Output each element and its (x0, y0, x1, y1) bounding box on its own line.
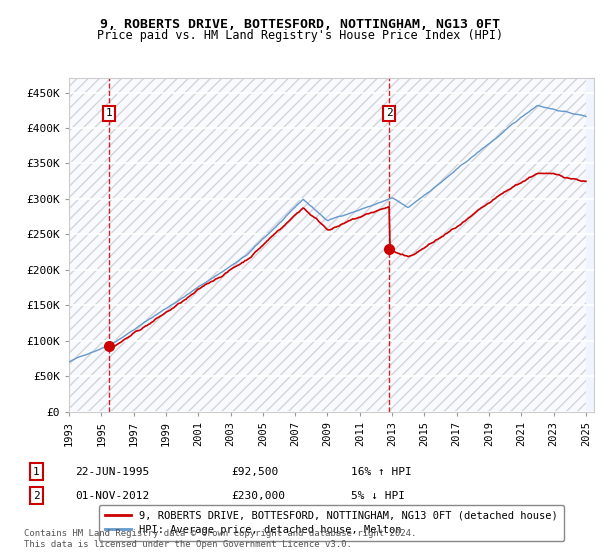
Text: 1: 1 (33, 466, 40, 477)
Text: 9, ROBERTS DRIVE, BOTTESFORD, NOTTINGHAM, NG13 0FT: 9, ROBERTS DRIVE, BOTTESFORD, NOTTINGHAM… (100, 18, 500, 31)
Text: 16% ↑ HPI: 16% ↑ HPI (351, 466, 412, 477)
Text: £92,500: £92,500 (231, 466, 278, 477)
Text: 2: 2 (386, 109, 393, 118)
Text: 1: 1 (106, 109, 112, 118)
Text: 2: 2 (33, 491, 40, 501)
Text: £230,000: £230,000 (231, 491, 285, 501)
Text: 01-NOV-2012: 01-NOV-2012 (75, 491, 149, 501)
Text: Contains HM Land Registry data © Crown copyright and database right 2024.
This d: Contains HM Land Registry data © Crown c… (24, 529, 416, 549)
Text: 22-JUN-1995: 22-JUN-1995 (75, 466, 149, 477)
Legend: 9, ROBERTS DRIVE, BOTTESFORD, NOTTINGHAM, NG13 0FT (detached house), HPI: Averag: 9, ROBERTS DRIVE, BOTTESFORD, NOTTINGHAM… (98, 505, 565, 542)
Text: 5% ↓ HPI: 5% ↓ HPI (351, 491, 405, 501)
Text: Price paid vs. HM Land Registry's House Price Index (HPI): Price paid vs. HM Land Registry's House … (97, 29, 503, 42)
